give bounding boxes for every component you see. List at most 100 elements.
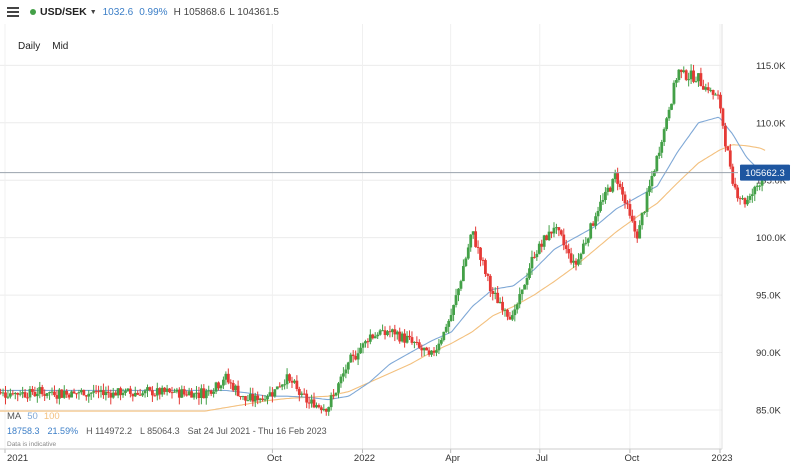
ma-50-label: 50 [27, 411, 38, 422]
candle-body [111, 392, 115, 398]
day-low: L 104361.5 [229, 6, 279, 18]
candle-body [327, 407, 331, 412]
candle-body [219, 385, 223, 389]
candle-body [102, 390, 105, 396]
candle-body [508, 316, 512, 320]
candle-body [577, 259, 580, 265]
candle-body [704, 87, 708, 90]
candle-body [99, 390, 103, 392]
candle-body [501, 301, 504, 311]
candle-body [65, 390, 69, 395]
candle-body [550, 231, 553, 234]
candle-body [652, 171, 656, 176]
candle-body [503, 309, 507, 311]
candle-body [447, 320, 451, 327]
candle-body [439, 340, 443, 344]
candle-body [62, 390, 66, 398]
candle-body [408, 335, 411, 338]
last-price-badge [740, 164, 790, 181]
candle-body [104, 391, 108, 396]
period-range: Sat 24 Jul 2021 - Thu 16 Feb 2023 [187, 426, 327, 436]
candle-body [126, 388, 130, 391]
x-tick-label: 2022 [354, 453, 375, 464]
candle-body [760, 178, 764, 186]
candle-body [753, 186, 757, 195]
candle-body [158, 388, 162, 395]
candle-body [275, 386, 279, 390]
candle-body [513, 309, 517, 316]
candle-body [133, 392, 137, 397]
chart-controls: Daily Mid [18, 41, 68, 52]
candle-body [244, 396, 247, 401]
candle-body [43, 394, 47, 396]
candle-body [190, 391, 193, 398]
candle-body [84, 395, 88, 397]
candle-body [623, 194, 627, 204]
candle-body [197, 392, 201, 398]
candle-body [393, 329, 397, 335]
ma-legend[interactable]: MA 50 100 [7, 411, 60, 422]
menu-icon[interactable] [7, 7, 20, 17]
candle-body [510, 315, 514, 320]
candle-body [256, 395, 260, 401]
candle-body [532, 256, 536, 258]
candle-body [337, 383, 340, 393]
candle-body [361, 343, 365, 348]
candle-body [633, 221, 637, 232]
candle-body [33, 391, 37, 397]
chevron-down-icon[interactable]: ▼ [89, 8, 97, 16]
candle-body [579, 253, 583, 260]
candle-body [643, 211, 646, 213]
candle-body [535, 253, 539, 258]
candle-body [334, 392, 338, 396]
candle-body [506, 309, 509, 317]
candle-body [435, 350, 438, 353]
price-type-button[interactable]: Mid [52, 41, 69, 52]
candle-body [518, 294, 522, 305]
candle-body [182, 389, 186, 395]
interval-button[interactable]: Daily [18, 41, 41, 52]
candle-body [417, 342, 421, 348]
candle-body [261, 398, 264, 400]
candle-body [119, 388, 122, 396]
x-tick-label: 2021 [7, 453, 28, 464]
candle-body [471, 231, 475, 235]
candle-body [248, 394, 252, 401]
candle-body [459, 281, 463, 289]
candle-body [165, 388, 169, 392]
candle-body [300, 393, 304, 395]
candle-body [173, 391, 176, 393]
candle-body [726, 146, 730, 151]
candle-body [364, 341, 367, 344]
candle-body [748, 196, 752, 200]
candle-body [224, 373, 228, 380]
candle-body [38, 387, 42, 394]
candle-body [106, 391, 110, 393]
candle-body [699, 73, 703, 87]
candle-body [420, 347, 424, 351]
candle-body [474, 231, 478, 247]
candle-body [55, 395, 59, 399]
candle-body [469, 234, 473, 248]
candle-body [461, 266, 465, 282]
candle-body [709, 90, 713, 92]
candle-body [537, 243, 541, 254]
candle-body [398, 331, 402, 342]
symbol-label[interactable]: USD/SEK [40, 6, 87, 18]
period-stats: 18758.3 21.59% H 114972.2 L 85064.3 Sat … [7, 426, 327, 436]
x-tick-label: Jul [536, 453, 548, 464]
candle-body [530, 256, 534, 269]
candle-body [23, 392, 27, 398]
candle-body [239, 396, 242, 398]
candle-body [177, 389, 181, 398]
candle-body [310, 399, 313, 404]
candle-body [457, 288, 460, 296]
candle-body [723, 125, 727, 147]
candle-body [628, 204, 632, 216]
candle-body [584, 242, 588, 244]
candle-body [70, 391, 74, 398]
candle-body [716, 94, 720, 96]
candle-body [422, 347, 426, 351]
candle-body [346, 362, 350, 370]
